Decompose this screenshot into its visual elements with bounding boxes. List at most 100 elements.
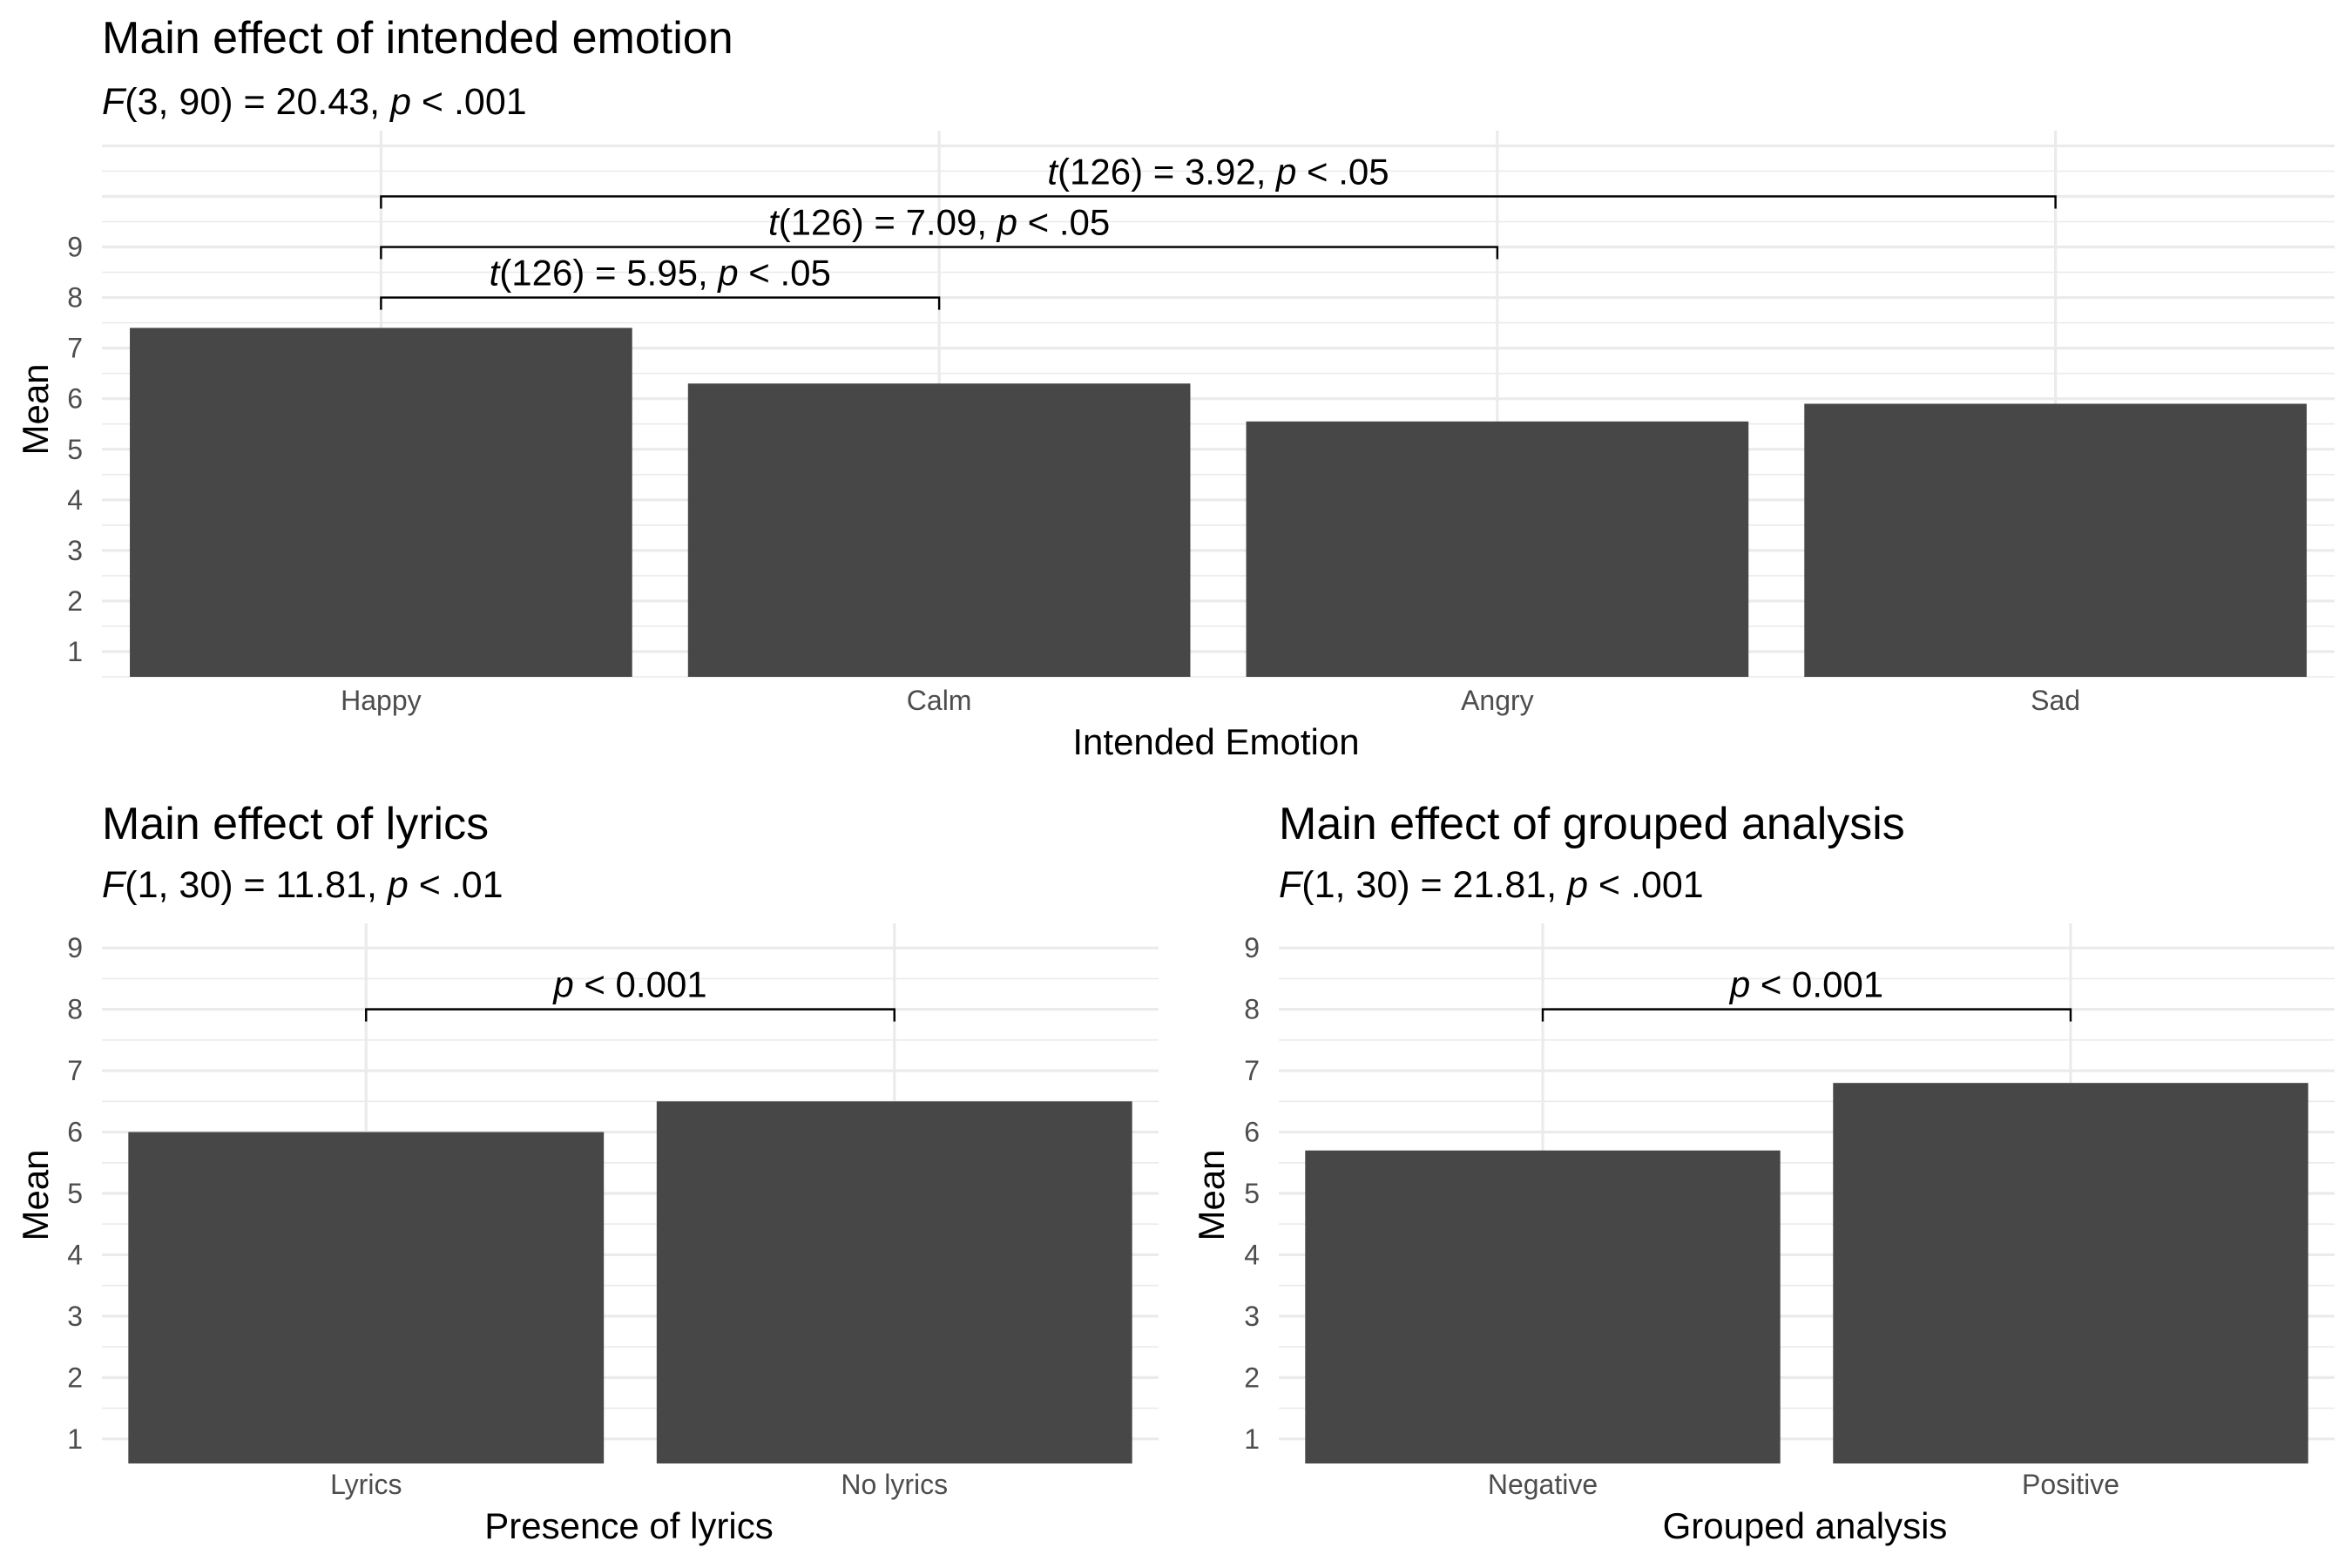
x-tick-labels: Happy Calm Angry Sad <box>341 685 2080 716</box>
y-tick-labels: 1 2 3 4 5 6 7 8 9 <box>1244 932 1260 1455</box>
bar-angry <box>1246 421 1749 677</box>
panel-lyrics: Main effect of lyrics F(1, 30) = 11.81, … <box>15 799 1159 1546</box>
annot-p-rest: < 0.001 <box>1750 964 1883 1005</box>
panel-intended-emotion: Main effect of intended emotion F(3, 90)… <box>15 13 2335 762</box>
subtitle-p-symbol: p <box>1565 864 1588 906</box>
significance-label: t(126) = 3.92, p < .05 <box>1047 151 1389 192</box>
annot-stat: t <box>1047 151 1059 192</box>
subtitle-p-rest: < .001 <box>411 81 527 123</box>
y-tick-label: 4 <box>1244 1239 1260 1270</box>
y-tick-label: 1 <box>67 1423 83 1455</box>
y-tick-label: 8 <box>67 994 83 1025</box>
y-tick-label: 5 <box>1244 1178 1260 1209</box>
y-tick-label: 9 <box>67 232 83 263</box>
y-axis-title: Mean <box>15 363 56 455</box>
subtitle-stat: F <box>102 864 127 906</box>
x-tick-labels: Negative Positive <box>1488 1469 2119 1500</box>
significance-label: p < 0.001 <box>551 964 706 1005</box>
annot-p-rest: < 0.001 <box>574 964 707 1005</box>
annot-p-symbol: p <box>1274 151 1296 192</box>
y-axis-title: Mean <box>1191 1149 1232 1240</box>
annot-df: (126) <box>779 202 864 243</box>
significance-bracket <box>380 296 941 310</box>
annot-p-symbol: p <box>996 202 1017 243</box>
chart-title: Main effect of lyrics <box>102 799 489 849</box>
subtitle-rest: (3, 90) = 20.43, <box>125 81 390 123</box>
bar-negative <box>1305 1150 1781 1463</box>
x-tick-label-happy: Happy <box>341 685 422 716</box>
chart-subtitle: F(3, 90) = 20.43, p < .001 <box>102 81 527 123</box>
annot-p-symbol: p <box>1728 964 1750 1005</box>
annot-p-rest: < .05 <box>1296 151 1389 192</box>
bar-calm <box>687 383 1191 677</box>
significance-label: p < 0.001 <box>1728 964 1883 1005</box>
annot-df: (126) <box>1058 151 1143 192</box>
y-tick-label: 7 <box>67 1055 83 1086</box>
annot-p-rest: < .05 <box>739 253 831 294</box>
subtitle-stat: F <box>1279 864 1304 906</box>
bars <box>1305 1083 2308 1463</box>
y-tick-labels: 1 2 3 4 5 6 7 8 9 <box>67 232 83 667</box>
annot-stat: t <box>490 253 502 294</box>
significance-bracket <box>380 246 1499 260</box>
y-tick-label: 8 <box>67 282 83 314</box>
significance-bracket <box>380 195 2057 209</box>
annot-p-symbol: p <box>716 253 738 294</box>
bar-lyrics <box>128 1132 605 1463</box>
annot-eq: = 7.09, <box>864 202 997 243</box>
x-tick-labels: Lyrics No lyrics <box>330 1469 948 1500</box>
subtitle-p-rest: < .001 <box>1588 864 1704 906</box>
bar-no-lyrics <box>656 1101 1132 1463</box>
y-tick-label: 6 <box>67 383 83 415</box>
y-tick-label: 6 <box>67 1117 83 1148</box>
y-tick-label: 9 <box>67 932 83 963</box>
y-tick-label: 2 <box>1244 1362 1260 1393</box>
y-tick-label: 7 <box>67 333 83 364</box>
subtitle-p-rest: < .01 <box>409 864 504 906</box>
significance-label: t(126) = 7.09, p < .05 <box>768 202 1110 243</box>
bars <box>128 1101 1132 1463</box>
x-tick-label-no-lyrics: No lyrics <box>841 1469 948 1500</box>
subtitle-p-symbol: p <box>389 81 411 123</box>
x-tick-label-positive: Positive <box>2022 1469 2119 1500</box>
annot-p-symbol: p <box>551 964 573 1005</box>
x-axis-title: Presence of lyrics <box>484 1505 773 1546</box>
annot-p-rest: < .05 <box>1017 202 1110 243</box>
chart-title: Main effect of grouped analysis <box>1279 799 1905 849</box>
y-tick-label: 8 <box>1244 994 1260 1025</box>
annot-eq: = 5.95, <box>585 253 718 294</box>
y-tick-label: 5 <box>67 1178 83 1209</box>
x-tick-label-lyrics: Lyrics <box>330 1469 402 1500</box>
x-axis-title: Grouped analysis <box>1663 1505 1948 1546</box>
y-tick-label: 2 <box>67 1362 83 1393</box>
y-tick-label: 2 <box>67 585 83 617</box>
bar-positive <box>1833 1083 2308 1463</box>
x-tick-label-angry: Angry <box>1461 685 1534 716</box>
subtitle-rest: (1, 30) = 11.81, <box>125 864 388 906</box>
significance-bracket <box>1541 1008 2072 1022</box>
y-axis-title: Mean <box>15 1149 56 1240</box>
x-axis-title: Intended Emotion <box>1072 721 1359 762</box>
y-tick-label: 1 <box>67 636 83 667</box>
x-tick-label-calm: Calm <box>907 685 972 716</box>
y-tick-label: 5 <box>67 434 83 465</box>
annot-eq: = 3.92, <box>1143 151 1276 192</box>
y-tick-label: 6 <box>1244 1117 1260 1148</box>
chart-subtitle: F(1, 30) = 21.81, p < .001 <box>1279 864 1704 906</box>
subtitle-stat: F <box>102 81 127 123</box>
significance-bracket <box>365 1008 896 1022</box>
bar-sad <box>1804 403 2307 677</box>
significance-annotations: t(126) = 5.95, p < .05t(126) = 7.09, p <… <box>380 151 2057 310</box>
significance-annotations: p < 0.001 <box>1541 964 2072 1022</box>
y-tick-label: 3 <box>1244 1301 1260 1332</box>
annot-df: (126) <box>499 253 585 294</box>
annot-stat: t <box>768 202 781 243</box>
y-tick-label: 9 <box>1244 932 1260 963</box>
chart-subtitle: F(1, 30) = 11.81, p < .01 <box>102 864 504 906</box>
chart-title: Main effect of intended emotion <box>102 13 733 64</box>
bars <box>130 328 2307 677</box>
y-tick-label: 4 <box>67 1239 83 1270</box>
bar-happy <box>130 328 632 677</box>
x-tick-label-negative: Negative <box>1488 1469 1598 1500</box>
panel-grouped-analysis: Main effect of grouped analysis F(1, 30)… <box>1191 799 2335 1546</box>
